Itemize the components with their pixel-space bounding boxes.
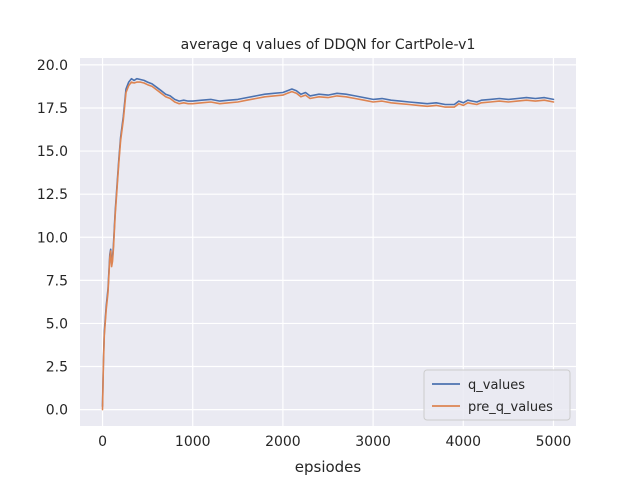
y-tick-label: 10.0 bbox=[37, 230, 68, 246]
y-tick-label: 12.5 bbox=[37, 187, 68, 203]
y-tick-label: 15.0 bbox=[37, 144, 68, 160]
legend-label: q_values bbox=[468, 378, 525, 393]
x-tick-label: 5000 bbox=[536, 434, 572, 450]
y-tick-label: 20.0 bbox=[37, 58, 68, 74]
series-line-pre-q-values bbox=[101, 81, 555, 411]
chart-title: average q values of DDQN for CartPole-v1 bbox=[181, 37, 476, 53]
series-layer bbox=[101, 77, 555, 411]
x-tick-label: 2000 bbox=[265, 434, 301, 450]
x-axis-ticks: 0 1000 2000 3000 4000 5000 bbox=[98, 434, 571, 450]
y-tick-label: 7.5 bbox=[46, 273, 68, 289]
y-axis-ticks: 0.0 2.5 5.0 7.5 10.0 12.5 15.0 17.5 20.0 bbox=[37, 58, 68, 419]
x-tick-label: 0 bbox=[98, 434, 107, 450]
x-tick-label: 4000 bbox=[445, 434, 481, 450]
y-tick-label: 17.5 bbox=[37, 101, 68, 117]
y-tick-label: 2.5 bbox=[46, 360, 68, 376]
y-tick-label: 5.0 bbox=[46, 316, 68, 332]
legend-box bbox=[423, 369, 571, 421]
y-tick-label: 0.0 bbox=[46, 403, 68, 419]
legend: q_values pre_q_values bbox=[423, 369, 571, 421]
x-tick-label: 1000 bbox=[175, 434, 211, 450]
legend-label: pre_q_values bbox=[468, 400, 553, 415]
x-tick-label: 3000 bbox=[355, 434, 391, 450]
x-axis-label: epsiodes bbox=[295, 458, 362, 476]
plot-area bbox=[80, 58, 576, 426]
